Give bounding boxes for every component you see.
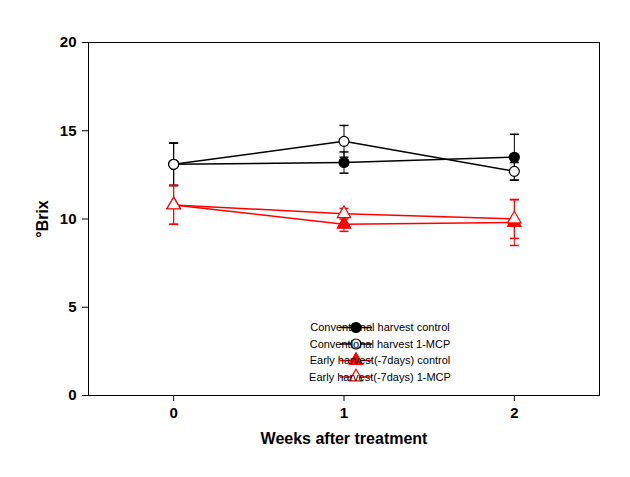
svg-text:5: 5 xyxy=(68,298,76,315)
svg-text:0: 0 xyxy=(169,404,177,421)
svg-text:Conventional harvest control: Conventional harvest control xyxy=(310,321,449,333)
svg-text:Weeks after treatment: Weeks after treatment xyxy=(261,430,429,447)
svg-text:1: 1 xyxy=(340,404,348,421)
svg-text:2: 2 xyxy=(510,404,518,421)
svg-text:°Brix: °Brix xyxy=(34,200,51,238)
svg-text:20: 20 xyxy=(60,33,77,50)
svg-text:Conventional harvest 1-MCP: Conventional harvest 1-MCP xyxy=(310,338,451,350)
svg-text:0: 0 xyxy=(68,386,76,403)
svg-text:10: 10 xyxy=(60,210,77,227)
svg-text:15: 15 xyxy=(60,122,77,139)
svg-text:Early harvest(-7days) control: Early harvest(-7days) control xyxy=(310,354,451,366)
svg-text:Early harvest(-7days) 1-MCP: Early harvest(-7days) 1-MCP xyxy=(309,371,451,383)
